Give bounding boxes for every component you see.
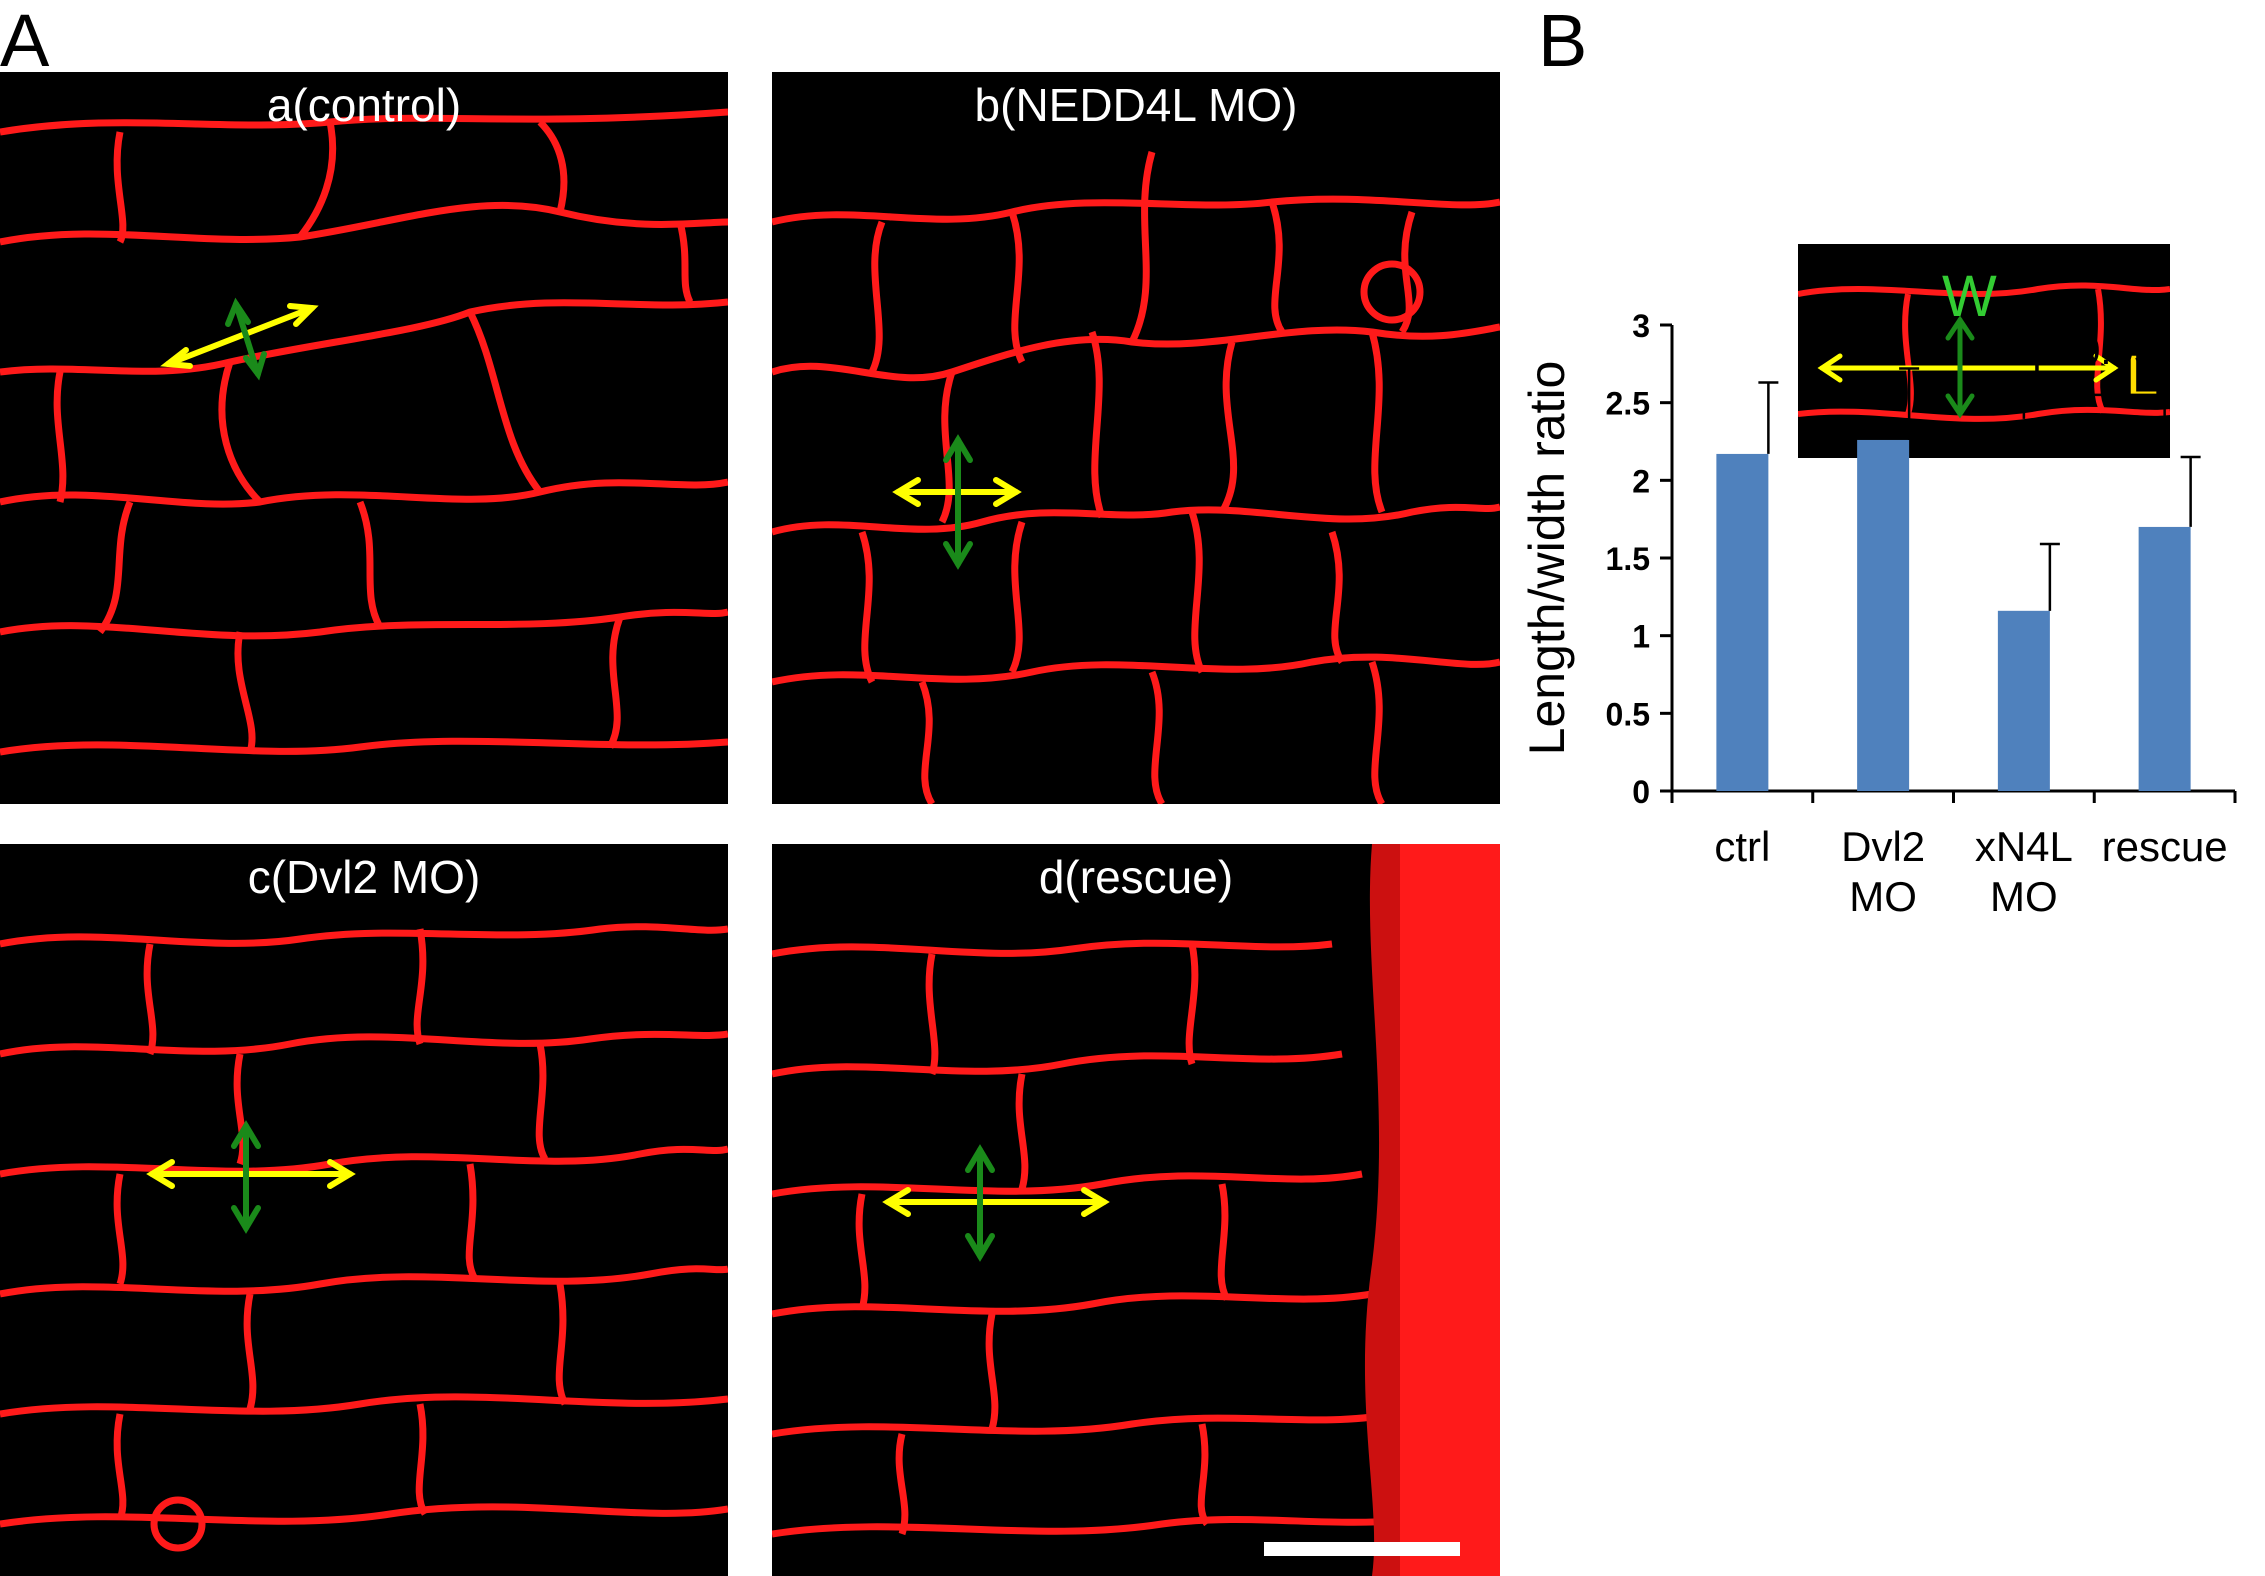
- cell-membranes-nedd4l-mo: [772, 151, 1500, 804]
- x-tick-label-1: Dvl2 MO: [1841, 823, 1925, 920]
- inset-length-label: L: [2126, 344, 2158, 409]
- inset-width-label: W: [1942, 264, 1997, 329]
- micrograph-label-nedd4l-mo: b(NEDD4L MO): [974, 79, 1298, 131]
- micrograph-label-rescue: d(rescue): [1038, 851, 1234, 903]
- x-tick-label-0: ctrl: [1714, 823, 1770, 870]
- bars: [1716, 367, 2201, 791]
- micrograph-label-dvl2-mo: c(Dvl2 MO): [247, 851, 481, 903]
- x-tick-label-3: rescue: [2102, 823, 2228, 870]
- panel-letter-a: A: [0, 0, 50, 82]
- significance-annotation: p<0.05: [2022, 329, 2166, 419]
- significance-label: p<0.05: [2033, 329, 2156, 373]
- panel-letter-b: B: [1538, 0, 1588, 82]
- y-tick-label: 0.5: [1606, 696, 1650, 732]
- scale-bar: [1264, 1542, 1460, 1556]
- x-tick-label-2: xN4L MO: [1975, 823, 2073, 920]
- micrograph-rescue: d(rescue): [772, 844, 1500, 1576]
- y-tick-label: 3: [1632, 308, 1650, 344]
- y-tick-label: 1: [1632, 619, 1650, 655]
- bar-2: [1997, 610, 2050, 791]
- y-tick-label: 2: [1632, 463, 1650, 499]
- bar-0: [1716, 453, 1769, 791]
- significance-bracket: [2022, 393, 2166, 419]
- y-tick-label: 0: [1632, 774, 1650, 810]
- micrograph-control: a(control): [0, 72, 728, 804]
- micrograph-nedd4l-mo: b(NEDD4L MO): [772, 72, 1500, 804]
- y-axis-label: Length/width ratio: [1519, 361, 1575, 756]
- bar-3: [2138, 526, 2191, 791]
- y-tick-label: 1.5: [1606, 541, 1650, 577]
- cell-membranes-dvl2-mo: [0, 923, 728, 1552]
- micrograph-dvl2-mo: c(Dvl2 MO): [0, 844, 728, 1576]
- y-tick-label: 2.5: [1606, 386, 1650, 422]
- cell-membranes-rescue: [772, 844, 1500, 1576]
- micrograph-label-control: a(control): [266, 79, 462, 131]
- bar-chart-svg: Length/width ratio 0 0.5 1 1.5 2 2.5 3 ctrl Dvl…: [1519, 308, 2237, 920]
- x-tick-labels: ctrl Dvl2 MO xN4L MO rescue: [1714, 823, 2227, 920]
- bar-chart: Length/width ratio 0 0.5 1 1.5 2 2.5 3 ctrl Dvl…: [1519, 308, 2265, 1340]
- bar-1: [1857, 439, 1910, 791]
- cell-membranes-control: [0, 108, 728, 756]
